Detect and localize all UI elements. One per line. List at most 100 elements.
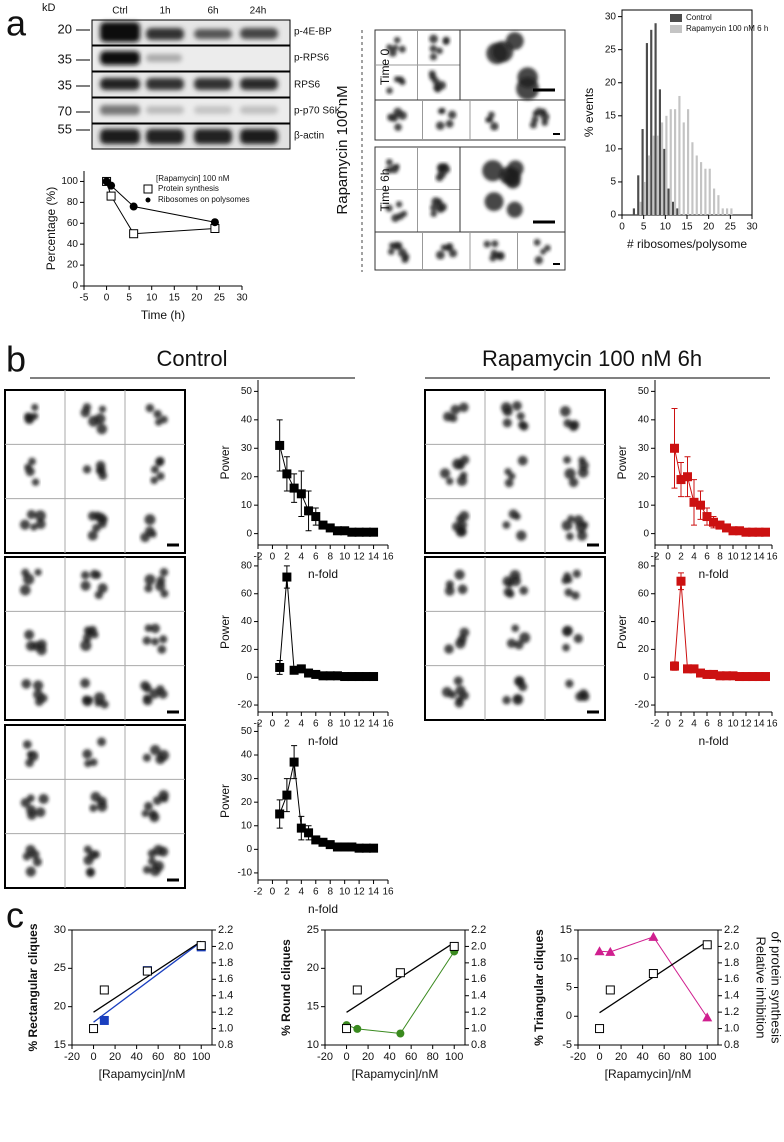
histogram-bar (674, 109, 677, 215)
particle-blob (442, 165, 451, 174)
particle-blob (564, 468, 576, 480)
particle (435, 107, 457, 130)
histogram-bar (639, 201, 642, 215)
data-point (275, 440, 285, 450)
series-line (346, 951, 455, 1035)
particle (83, 845, 100, 878)
x-axis-label: [Rapamycin]/nM (605, 1067, 692, 1081)
particle-blob (87, 511, 98, 521)
particle-blob (34, 510, 46, 522)
y-tick-label: 25 (605, 44, 617, 55)
data-point (99, 985, 109, 995)
y-tick-label: 40 (638, 414, 650, 425)
y-tick-label: 20 (638, 644, 650, 655)
particle-blob (441, 686, 453, 698)
particle-blob (156, 575, 166, 585)
particle-blob (432, 77, 440, 85)
particle-blob (517, 455, 528, 466)
particle-blob (394, 241, 403, 250)
histogram-bar (721, 208, 724, 215)
y2-tick-label: 1.2 (724, 1006, 739, 1018)
particle-blob (563, 455, 572, 464)
x-tick-label: 100 (192, 1051, 210, 1063)
particle-blob (565, 532, 574, 541)
particle-blob (529, 121, 537, 129)
particle-blob (90, 630, 99, 639)
y2-tick-label: 2.2 (218, 924, 233, 936)
particle-blob (534, 107, 544, 117)
particle-blob (35, 519, 46, 530)
particle-blob (82, 749, 93, 759)
histogram-bar (704, 168, 707, 215)
x-tick-label: 20 (109, 1051, 121, 1063)
x-tick-label: 16 (766, 552, 778, 563)
y2-tick-label: 1.6 (724, 973, 739, 985)
band (240, 78, 278, 90)
x-tick-label: 6 (313, 887, 319, 898)
particle (387, 107, 407, 131)
data-point (142, 966, 152, 976)
particle-blob (82, 695, 93, 707)
particle-blob (458, 520, 468, 530)
band (194, 129, 232, 144)
data-point (369, 843, 379, 853)
y2-tick-label: 1.0 (218, 1022, 233, 1034)
y-tick-label: 20 (241, 797, 253, 808)
blot-unit: kD (42, 2, 56, 14)
particle (21, 678, 48, 707)
x-tick-label: 40 (383, 1051, 395, 1063)
x-tick-label: -5 (80, 293, 89, 304)
x-tick-label: 0 (619, 222, 625, 233)
y-tick-label: 60 (638, 588, 650, 599)
particle (142, 744, 170, 765)
y-tick-label: 80 (67, 197, 79, 208)
mw-marker: 20 (58, 21, 72, 36)
band (146, 28, 184, 40)
particle-blob (89, 569, 100, 579)
x-tick-label: 16 (766, 719, 778, 730)
particle-blob (573, 633, 583, 644)
y-axis-label: % events (582, 88, 596, 137)
particle (443, 402, 469, 423)
particle-blob (482, 160, 504, 182)
y2-axis-label: Relative inhibition (754, 937, 769, 1039)
y-tick-label: 0 (246, 844, 252, 855)
particle-blob (540, 112, 550, 122)
particle-blob (97, 583, 108, 594)
particle (144, 567, 169, 598)
particle (80, 403, 108, 435)
y-axis-label: Power (218, 784, 232, 818)
particle-blob (97, 737, 106, 747)
particle-blob (144, 574, 156, 586)
particle-blob (26, 509, 36, 520)
mw-marker: 35 (58, 77, 72, 92)
y-tick-label: 80 (241, 561, 253, 572)
x-tick-label: 100 (698, 1051, 716, 1063)
particle-blob (393, 163, 400, 170)
histogram-bar (648, 155, 651, 215)
particle-blob (95, 460, 106, 471)
particle-blob (458, 402, 469, 413)
band (146, 106, 184, 114)
particle (435, 242, 458, 260)
mw-marker: 70 (58, 103, 72, 118)
particle (430, 197, 447, 218)
particle-blob (540, 248, 547, 255)
particle-blob (34, 568, 42, 576)
particle-blob (562, 643, 570, 652)
particle-blob (27, 750, 39, 762)
particle-blob (30, 849, 40, 860)
particle (142, 623, 168, 654)
particle (482, 160, 524, 218)
particle-blob (31, 403, 39, 412)
particle-blob (85, 868, 96, 878)
particle-blob (517, 67, 538, 88)
particle-blob (457, 584, 468, 595)
particle-blob (25, 640, 37, 652)
particle-blob (565, 679, 574, 688)
particle-blob (487, 116, 494, 123)
particle-blob (30, 523, 38, 531)
particle-blob (509, 569, 521, 581)
band (146, 129, 184, 144)
particle-blob (434, 85, 442, 93)
